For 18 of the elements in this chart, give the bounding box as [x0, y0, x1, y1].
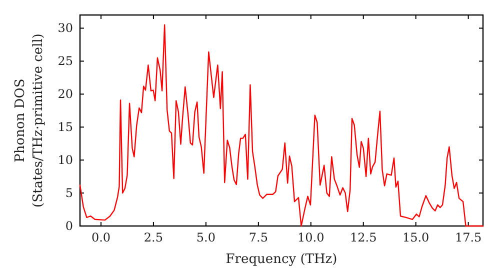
x-tick-label: 0.0 — [91, 230, 111, 245]
x-tick-label: 2.5 — [144, 230, 164, 245]
x-tick-label: 15.0 — [402, 230, 430, 245]
x-tick-label: 17.5 — [454, 230, 482, 245]
line-series — [79, 24, 484, 227]
y-tick-label: 30 — [58, 21, 73, 36]
x-tick-label: 5.0 — [196, 230, 216, 245]
y-tick-label: 5 — [65, 186, 73, 200]
y-tick-label: 15 — [58, 120, 73, 134]
y-tick-label: 0 — [65, 218, 73, 233]
x-tick-label: 12.5 — [350, 230, 377, 245]
x-tick-label: 7.5 — [248, 230, 268, 245]
y-tick-label: 25 — [58, 54, 73, 68]
y-tick-label: 20 — [58, 86, 73, 101]
y-axis-title: Phonon DOS (States/THz·primitive cell) — [13, 33, 46, 208]
x-axis-title: Frequency (THz) — [226, 252, 338, 267]
x-tick-label: 10.0 — [298, 230, 324, 245]
y-tick-label: 10 — [58, 152, 73, 167]
